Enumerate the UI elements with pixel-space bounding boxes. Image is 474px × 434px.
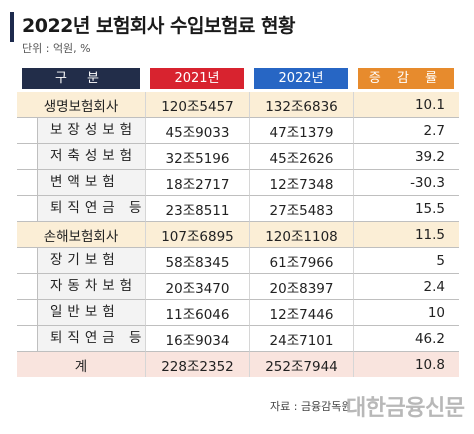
value-2022-cell: 61조7966 xyxy=(249,248,353,274)
premium-table: 구 분 2021년 2022년 증 감 률 생명보험회사 120조5457 132조… xyxy=(17,68,459,377)
row-category-cell: 계 xyxy=(17,352,145,377)
change-rate-cell: 10 xyxy=(353,300,459,326)
column-header-category: 구 분 xyxy=(17,68,145,92)
column-header-label: 2022년 xyxy=(254,68,348,89)
row-category-label: 저축성보험 xyxy=(37,144,145,169)
change-rate-cell: 2.7 xyxy=(353,118,459,144)
change-rate-cell: 46.2 xyxy=(353,326,459,352)
value-2021-cell: 58조8345 xyxy=(145,248,249,274)
value-2021-cell: 18조2717 xyxy=(145,170,249,196)
column-header-change: 증 감 률 xyxy=(353,68,459,92)
row-category-cell: 저축성보험 xyxy=(17,144,145,170)
change-rate-cell: 39.2 xyxy=(353,144,459,170)
table-row: 계 228조2352 252조7944 10.8 xyxy=(17,352,459,377)
value-2022-cell: 120조1108 xyxy=(249,222,353,248)
source-label: 자료 : 금융감독원 xyxy=(270,400,352,413)
table-row: 변액보험 18조2717 12조7348 -30.3 xyxy=(17,170,459,196)
table-row: 퇴직연금 등 23조8511 27조5483 15.5 xyxy=(17,196,459,222)
row-category-cell: 보장성보험 xyxy=(17,118,145,144)
change-rate-cell: 2.4 xyxy=(353,274,459,300)
table-header-row: 구 분 2021년 2022년 증 감 률 xyxy=(17,68,459,92)
value-2022-cell: 252조7944 xyxy=(249,352,353,377)
value-2022-cell: 12조7348 xyxy=(249,170,353,196)
column-header-label: 구 분 xyxy=(22,68,140,89)
row-category-cell: 퇴직연금 등 xyxy=(17,196,145,222)
row-category-cell: 변액보험 xyxy=(17,170,145,196)
change-rate-cell: 15.5 xyxy=(353,196,459,222)
table-row: 보장성보험 45조9033 47조1379 2.7 xyxy=(17,118,459,144)
value-2022-cell: 132조6836 xyxy=(249,92,353,118)
change-rate-cell: 5 xyxy=(353,248,459,274)
table-row: 퇴직연금 등 16조9034 24조7101 46.2 xyxy=(17,326,459,352)
value-2022-cell: 24조7101 xyxy=(249,326,353,352)
row-category-label: 보장성보험 xyxy=(37,118,145,143)
column-header-2021: 2021년 xyxy=(145,68,249,92)
value-2021-cell: 23조8511 xyxy=(145,196,249,222)
table-row: 저축성보험 32조5196 45조2626 39.2 xyxy=(17,144,459,170)
value-2021-cell: 20조3470 xyxy=(145,274,249,300)
row-category-cell: 퇴직연금 등 xyxy=(17,326,145,352)
chart-title: 2022년 보험회사 수입보험료 현황 xyxy=(22,15,296,37)
value-2022-cell: 12조7446 xyxy=(249,300,353,326)
row-category-cell: 손해보험회사 xyxy=(17,222,145,248)
row-category-cell: 생명보험회사 xyxy=(17,92,145,118)
value-2022-cell: 45조2626 xyxy=(249,144,353,170)
value-2021-cell: 228조2352 xyxy=(145,352,249,377)
title-accent-bar xyxy=(10,12,14,42)
table-body: 생명보험회사 120조5457 132조6836 10.1 보장성보험 45조9033 47… xyxy=(17,92,459,377)
row-category-label: 자동차보험 xyxy=(37,274,145,299)
value-2022-cell: 20조8397 xyxy=(249,274,353,300)
value-2022-cell: 47조1379 xyxy=(249,118,353,144)
brand-logo-text: 대한금융신문 xyxy=(346,396,465,421)
row-category-cell: 일반보험 xyxy=(17,300,145,326)
table-row: 일반보험 11조6046 12조7446 10 xyxy=(17,300,459,326)
table-row: 자동차보험 20조3470 20조8397 2.4 xyxy=(17,274,459,300)
change-rate-cell: 10.8 xyxy=(353,352,459,377)
column-header-label: 2021년 xyxy=(150,68,244,89)
row-category-label: 일반보험 xyxy=(37,300,145,325)
row-category-label: 퇴직연금 등 xyxy=(37,196,145,221)
value-2021-cell: 45조9033 xyxy=(145,118,249,144)
value-2021-cell: 120조5457 xyxy=(145,92,249,118)
change-rate-cell: -30.3 xyxy=(353,170,459,196)
table-row: 손해보험회사 107조6895 120조1108 11.5 xyxy=(17,222,459,248)
row-category-label: 장기보험 xyxy=(37,248,145,273)
change-rate-cell: 10.1 xyxy=(353,92,459,118)
table-row: 생명보험회사 120조5457 132조6836 10.1 xyxy=(17,92,459,118)
value-2021-cell: 107조6895 xyxy=(145,222,249,248)
value-2021-cell: 32조5196 xyxy=(145,144,249,170)
change-rate-cell: 11.5 xyxy=(353,222,459,248)
value-2021-cell: 16조9034 xyxy=(145,326,249,352)
row-category-cell: 자동차보험 xyxy=(17,274,145,300)
row-category-label: 변액보험 xyxy=(37,170,145,195)
value-2022-cell: 27조5483 xyxy=(249,196,353,222)
column-header-label: 증 감 률 xyxy=(358,68,454,89)
unit-label: 단위 : 억원, % xyxy=(22,42,91,55)
column-header-2022: 2022년 xyxy=(249,68,353,92)
row-category-label: 퇴직연금 등 xyxy=(37,326,145,351)
row-category-cell: 장기보험 xyxy=(17,248,145,274)
table-row: 장기보험 58조8345 61조7966 5 xyxy=(17,248,459,274)
value-2021-cell: 11조6046 xyxy=(145,300,249,326)
